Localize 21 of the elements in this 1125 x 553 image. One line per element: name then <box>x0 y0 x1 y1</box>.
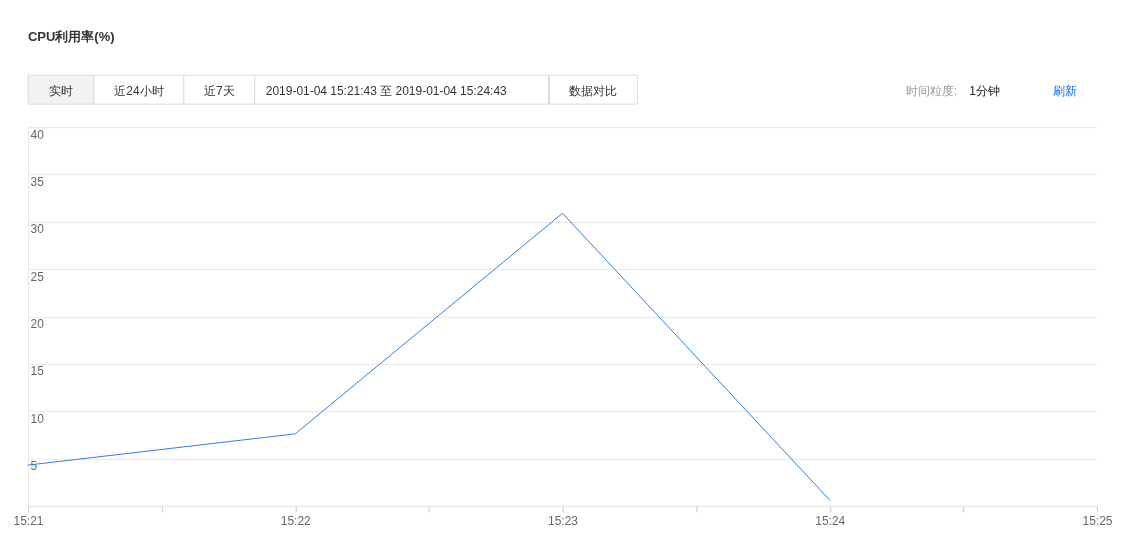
x-tick-label: 15:25 <box>1082 514 1113 529</box>
text: 2019-01-04 15:21:43 至 2019-01-04 15:24:43 <box>265 83 508 98</box>
text: 实时 <box>48 83 73 98</box>
text: 刷新 <box>1053 83 1078 98</box>
text: 近24小时 <box>114 83 164 98</box>
text: 数据对比 <box>569 83 618 98</box>
y-tick-label: 40 <box>30 127 45 142</box>
chart-title: CPU利用率(%) <box>27 29 115 45</box>
text: 1分钟 <box>969 83 1000 98</box>
text: 时间粒度: <box>905 83 958 98</box>
y-tick-label: 35 <box>30 174 45 189</box>
text: 近7天 <box>203 83 235 98</box>
x-tick-label: 15:23 <box>548 514 579 529</box>
y-tick-label: 30 <box>30 222 45 237</box>
y-tick-label: 10 <box>30 411 45 426</box>
x-tick-label: 15:22 <box>280 514 312 529</box>
y-tick-label: 15 <box>30 364 45 379</box>
x-tick-label: 15:21 <box>13 514 44 529</box>
x-tick-label: 15:24 <box>815 514 846 529</box>
y-tick-label: 20 <box>30 316 45 331</box>
y-tick-label: 25 <box>30 269 45 284</box>
